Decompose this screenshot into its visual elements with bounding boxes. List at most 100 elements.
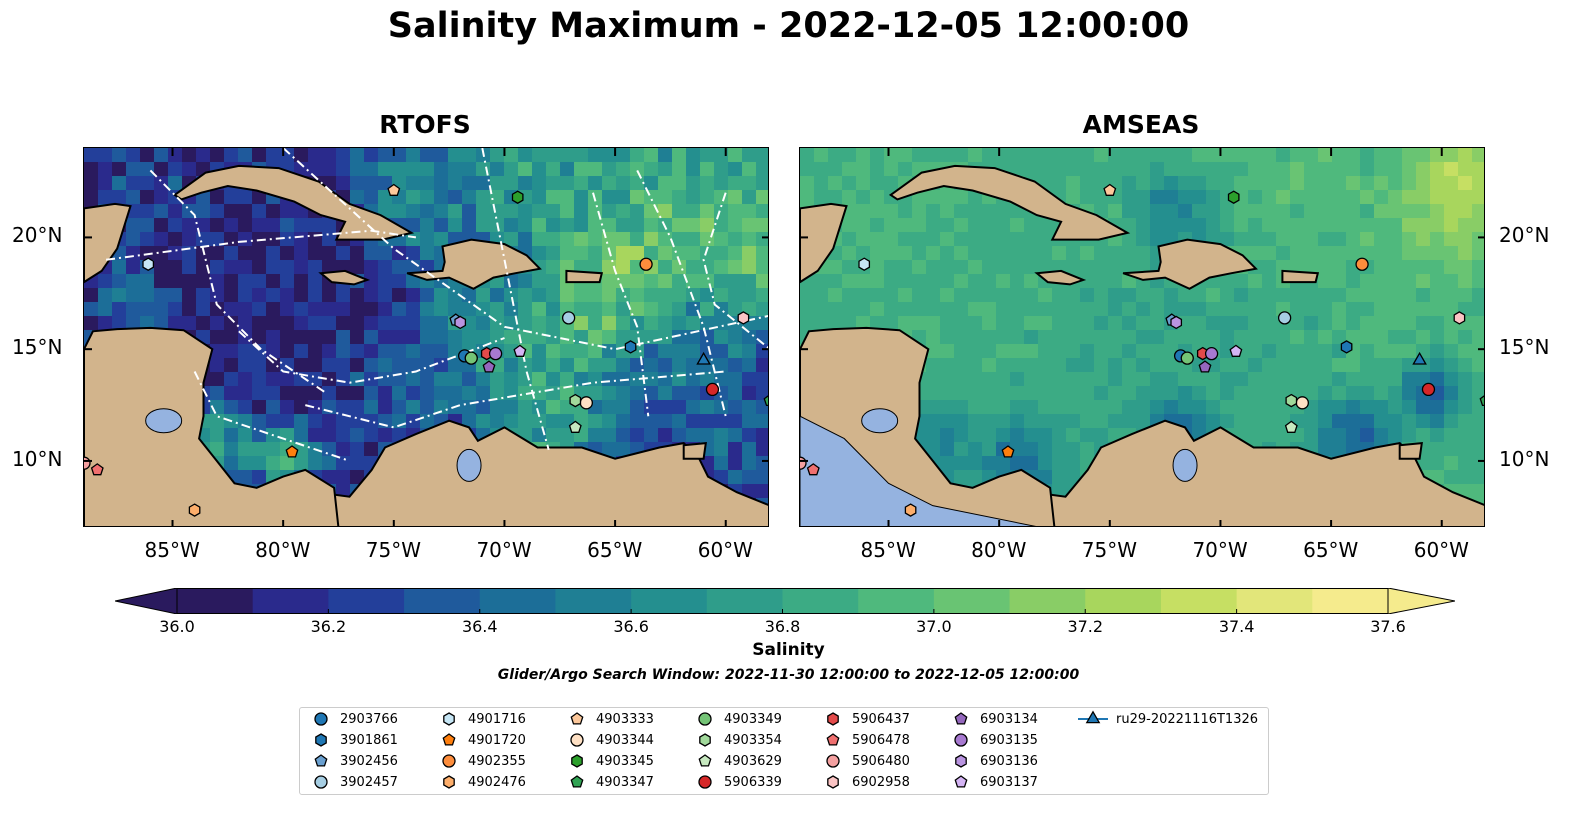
marker-4901716	[858, 257, 871, 271]
marker-5906480	[84, 456, 91, 470]
land-puerto-rico	[565, 269, 604, 284]
marker-4901720	[1001, 445, 1015, 458]
lake-maracaibo	[1172, 448, 1198, 482]
legend-marker-5906339	[698, 775, 712, 789]
legend-marker-4901720	[442, 733, 456, 746]
legend-entry: 4903629	[694, 752, 782, 770]
land-trinidad	[1398, 441, 1423, 460]
eez-boundary	[481, 148, 550, 451]
legend-entry: 6903137	[950, 773, 1038, 791]
legend-label: 6902958	[852, 774, 910, 790]
land-hispaniola	[406, 238, 542, 290]
legend-label: 4903347	[596, 774, 654, 790]
legend-marker-4902355	[442, 754, 456, 768]
legend-entry: 4903345	[566, 752, 654, 770]
marker-3901861	[1340, 340, 1353, 354]
legend-label: 4903333	[596, 711, 654, 727]
colorbar-segment	[479, 588, 556, 614]
legend-marker-3902457	[314, 775, 328, 789]
legend-entry: 4902355	[438, 752, 526, 770]
lat-tick-label: 20°N	[12, 223, 63, 248]
lon-tick-label: 70°W	[476, 538, 532, 562]
colorbar-segment	[404, 588, 481, 614]
legend-marker-4903333	[570, 712, 584, 725]
legend-label: 4902355	[468, 753, 526, 769]
legend-entry: 3902457	[310, 773, 398, 791]
marker-4903349	[464, 351, 478, 365]
legend-entry: 4901716	[438, 710, 526, 728]
lon-tick-label: 65°W	[587, 538, 643, 562]
marker-4901716	[142, 257, 155, 271]
land-jamaica	[1034, 269, 1087, 286]
legend-marker-5906480	[826, 754, 840, 768]
marker-4903333	[1103, 183, 1117, 196]
legend-label: 3902457	[340, 774, 398, 790]
legend-label: 6903136	[980, 753, 1038, 769]
marker-5906478	[806, 463, 820, 476]
legend-label: 4903354	[724, 732, 782, 748]
legend-entry: 3901861	[310, 731, 398, 749]
legend-entry: 4901720	[438, 731, 526, 749]
legend-entry: ru29-20221116T1326	[1078, 710, 1258, 728]
marker-4901720	[285, 445, 299, 458]
marker-6903134	[1198, 360, 1212, 373]
legend-label: ru29-20221116T1326	[1116, 711, 1259, 727]
eez-boundary	[149, 169, 328, 395]
marker-4903344	[579, 396, 593, 410]
marker-4903629	[1284, 420, 1298, 433]
legend-marker-4902476	[443, 775, 455, 789]
legend-label: 2903766	[340, 711, 398, 727]
colorbar-tick-label: 37.2	[1067, 617, 1104, 636]
lon-tick-label: 75°W	[365, 538, 422, 562]
lon-tick-label: 80°W	[971, 538, 1027, 562]
legend-entry: 6902958	[822, 773, 910, 791]
colorbar-tick-label: 36.8	[764, 617, 801, 636]
eez-boundary	[702, 192, 768, 349]
legend-entry: 4903349	[694, 710, 782, 728]
legend-entry: 2903766	[310, 710, 398, 728]
legend-entry: 4903347	[566, 773, 654, 791]
marker-6903137	[1229, 344, 1243, 357]
marker-4903344	[1295, 396, 1309, 410]
lat-tick-label: 15°N	[1499, 335, 1550, 360]
land-puerto-rico	[1281, 269, 1320, 284]
lon-tick-label: 60°W	[1413, 538, 1469, 562]
marker-4903345	[511, 190, 524, 204]
legend-entry: 6903136	[950, 752, 1038, 770]
colorbar-segment	[1009, 588, 1086, 614]
legend-label: 6903134	[980, 711, 1038, 727]
marker-6902958	[1453, 311, 1466, 325]
land-south-america	[283, 419, 768, 526]
map-rtofs	[83, 147, 769, 527]
marker-ru29-20221116T1326	[1412, 351, 1427, 365]
legend-marker-6903134	[954, 712, 968, 725]
colorbar-tick-label: 36.6	[613, 617, 649, 636]
colorbar-segment	[1160, 588, 1238, 614]
marker-4903349	[1180, 351, 1194, 365]
legend-marker-6902958	[827, 775, 839, 789]
legend-marker-3901861	[315, 733, 327, 747]
lat-tick-label: 15°N	[12, 335, 63, 360]
lat-tick-label: 20°N	[1499, 223, 1550, 248]
lon-tick-label: 70°W	[1192, 538, 1248, 562]
chart-title: Salinity Maximum - 2022-12-05 12:00:00	[387, 6, 1190, 46]
colorbar-tick-label: 37.0	[916, 617, 952, 636]
lon-tick-label: 80°W	[255, 538, 311, 562]
panel-title-rtofs: RTOFS	[379, 110, 471, 139]
legend-entry: 6903135	[950, 731, 1038, 749]
marker-4903354	[1285, 393, 1298, 408]
land-yucatan	[84, 202, 132, 284]
marker-6902958	[737, 311, 750, 325]
lon-tick-label: 85°W	[144, 538, 200, 562]
lat-tick-label: 10°N	[12, 446, 63, 471]
legend-label: 5906478	[852, 732, 910, 748]
colorbar-label: Salinity	[752, 640, 825, 660]
colorbar-segment	[252, 588, 329, 614]
legend-label: 5906339	[724, 774, 782, 790]
marker-5906480	[800, 456, 807, 470]
marker-5906478	[90, 463, 104, 476]
colorbar-tick-label: 36.0	[159, 617, 195, 636]
legend-entry: 5906437	[822, 710, 910, 728]
colorbar-tick-label: 37.6	[1370, 617, 1406, 636]
legend-marker-4901716	[443, 712, 455, 726]
